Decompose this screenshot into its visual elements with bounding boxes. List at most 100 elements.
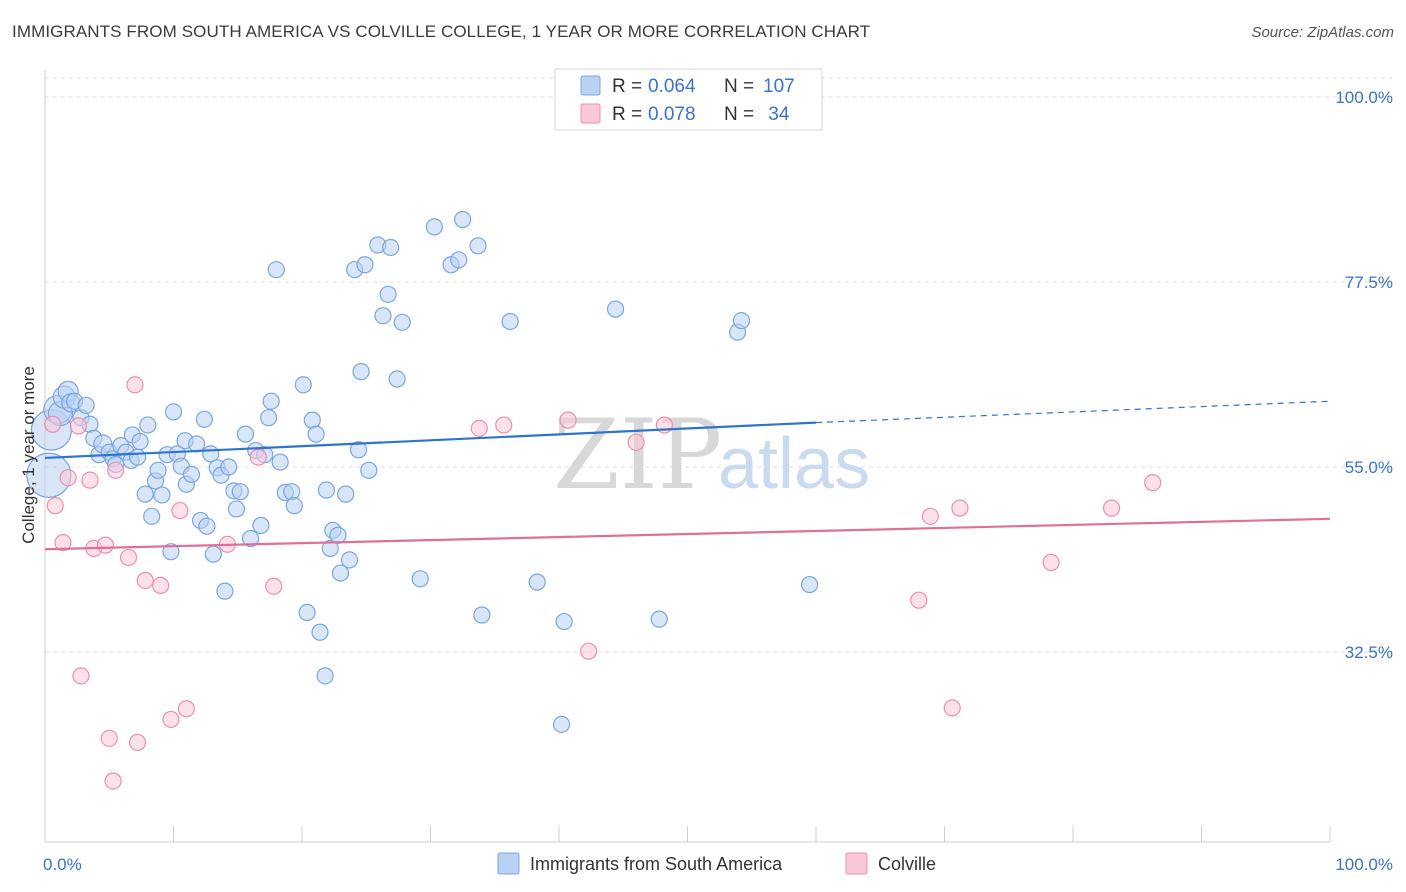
point-immigrants bbox=[307, 425, 325, 443]
point-immigrants bbox=[552, 715, 571, 733]
point-immigrants bbox=[227, 500, 246, 518]
point-colville bbox=[96, 536, 114, 554]
point-colville bbox=[54, 534, 72, 552]
point-immigrants bbox=[393, 313, 411, 331]
point-colville bbox=[249, 448, 267, 466]
point-immigrants bbox=[294, 376, 312, 394]
point-immigrants bbox=[374, 307, 392, 325]
point-colville bbox=[921, 507, 939, 525]
point-immigrants bbox=[298, 603, 316, 622]
point-immigrants bbox=[555, 612, 573, 631]
point-immigrants bbox=[340, 551, 359, 569]
point-immigrants bbox=[164, 403, 183, 421]
bottom-legend-label-immigrants: Immigrants from South America bbox=[530, 854, 783, 874]
chart-title: IMMIGRANTS FROM SOUTH AMERICA VS COLVILL… bbox=[12, 22, 871, 41]
point-immigrants bbox=[216, 582, 234, 600]
point-immigrants bbox=[267, 261, 285, 279]
point-colville bbox=[1042, 553, 1060, 571]
point-colville bbox=[100, 729, 118, 747]
point-immigrants bbox=[195, 410, 213, 428]
watermark-zip: ZIP bbox=[553, 399, 722, 511]
point-immigrants bbox=[528, 573, 546, 591]
point-immigrants bbox=[732, 312, 751, 330]
point-immigrants bbox=[329, 526, 347, 544]
point-colville bbox=[107, 461, 125, 479]
point-immigrants bbox=[139, 416, 157, 434]
legend-r-value-1: 0.064 bbox=[648, 76, 696, 97]
point-immigrants bbox=[473, 606, 491, 624]
point-immigrants bbox=[236, 425, 255, 443]
point-colville bbox=[59, 469, 77, 487]
point-immigrants bbox=[469, 237, 487, 255]
point-immigrants bbox=[450, 251, 468, 269]
grid-lines bbox=[45, 77, 1392, 653]
point-colville bbox=[119, 548, 138, 567]
point-immigrants bbox=[231, 483, 249, 501]
point-immigrants bbox=[242, 529, 260, 548]
point-immigrants bbox=[204, 545, 222, 563]
point-immigrants bbox=[283, 483, 301, 501]
point-colville bbox=[495, 416, 513, 434]
point-immigrants bbox=[311, 623, 329, 641]
point-colville bbox=[69, 417, 88, 435]
y-tick-label: 55.0% bbox=[1345, 458, 1393, 477]
point-colville bbox=[104, 772, 122, 790]
point-colville bbox=[126, 376, 144, 394]
point-immigrants bbox=[382, 238, 400, 257]
point-immigrants bbox=[188, 435, 206, 453]
point-colville bbox=[72, 667, 90, 685]
legend: R = 0.064 N = 107 R = 0.078 N = 34 bbox=[554, 68, 823, 131]
series-colville-points bbox=[44, 376, 1162, 790]
point-colville bbox=[128, 733, 147, 752]
legend-r-label-2: R = bbox=[612, 104, 642, 125]
bottom-legend: Immigrants from South America Colville bbox=[497, 852, 936, 875]
point-immigrants bbox=[650, 610, 668, 628]
watermark-atlas: atlas bbox=[718, 424, 870, 504]
y-axis-label: College, 1 year or more bbox=[19, 366, 38, 544]
y-tick-label: 100.0% bbox=[1335, 88, 1393, 107]
point-immigrants bbox=[454, 210, 472, 229]
point-immigrants bbox=[252, 516, 270, 534]
trend-lines bbox=[44, 400, 1331, 551]
point-colville bbox=[46, 497, 64, 515]
source-credit: Source: ZipAtlas.com bbox=[1251, 24, 1394, 41]
x-tick-label-min: 0.0% bbox=[43, 855, 82, 874]
legend-n-label-1: N = bbox=[724, 76, 754, 97]
bottom-legend-swatch-blue bbox=[497, 852, 520, 875]
point-immigrants bbox=[77, 396, 95, 414]
legend-r-label-1: R = bbox=[612, 76, 642, 97]
point-colville bbox=[579, 642, 598, 660]
point-colville bbox=[177, 700, 195, 718]
point-immigrants bbox=[259, 409, 278, 427]
point-colville bbox=[265, 577, 283, 595]
point-immigrants bbox=[501, 312, 519, 331]
point-immigrants bbox=[349, 441, 368, 459]
point-immigrants bbox=[331, 564, 350, 582]
point-immigrants bbox=[136, 485, 154, 503]
point-immigrants bbox=[606, 300, 625, 318]
y-tick-labels: 32.5% 55.0% 77.5% 100.0% bbox=[1335, 88, 1393, 662]
point-colville bbox=[44, 415, 62, 433]
point-colville bbox=[470, 419, 488, 437]
point-immigrants bbox=[411, 570, 429, 588]
point-colville bbox=[559, 411, 577, 429]
point-immigrants bbox=[271, 453, 289, 471]
legend-swatch-blue bbox=[580, 75, 601, 96]
point-immigrants bbox=[198, 517, 216, 535]
bottom-legend-swatch-pink bbox=[845, 852, 868, 875]
point-immigrants bbox=[425, 218, 443, 236]
point-immigrants bbox=[131, 432, 149, 451]
point-immigrants bbox=[153, 486, 171, 504]
trend-line-immigrants bbox=[44, 421, 817, 460]
trend-line-immigrants-extension bbox=[815, 400, 1331, 424]
point-immigrants bbox=[352, 363, 370, 381]
point-immigrants bbox=[182, 465, 201, 483]
point-immigrants bbox=[321, 539, 339, 558]
legend-n-label-2: N = bbox=[724, 104, 754, 125]
point-immigrants bbox=[220, 458, 238, 476]
y-tick-label: 77.5% bbox=[1345, 273, 1393, 292]
bottom-legend-label-colville: Colville bbox=[878, 854, 936, 874]
x-tick-labels: 0.0% 100.0% bbox=[43, 855, 1393, 874]
watermark: ZIP atlas bbox=[553, 399, 870, 511]
point-immigrants bbox=[128, 448, 147, 466]
